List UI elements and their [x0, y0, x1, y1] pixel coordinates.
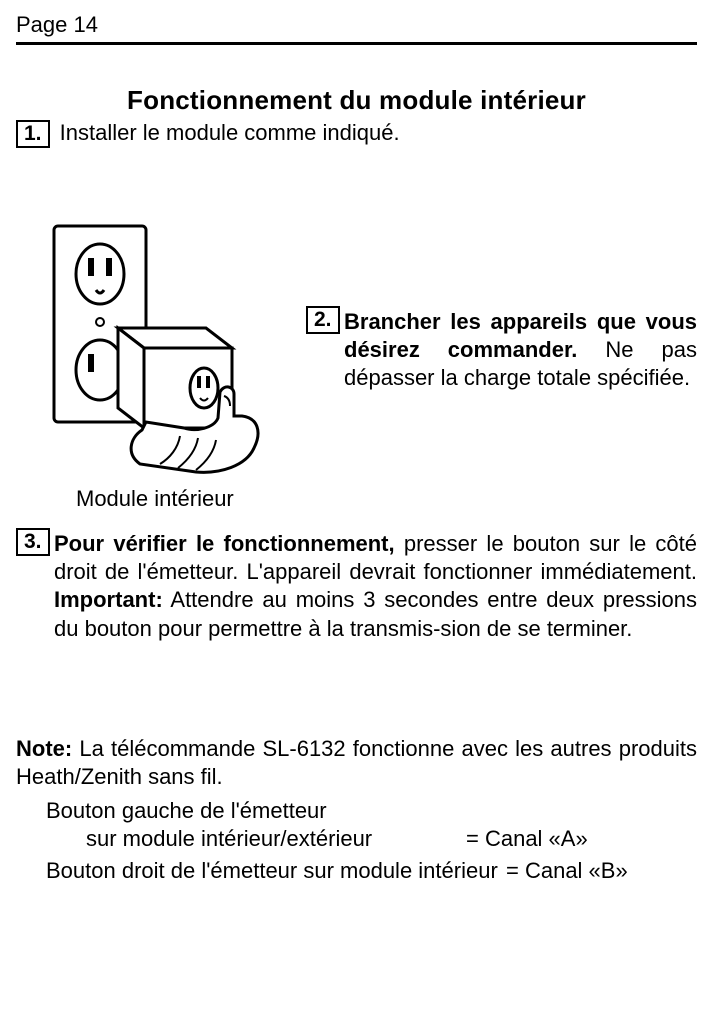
- note-row1-line1: Bouton gauche de l'émetteur: [46, 798, 327, 823]
- note-row2-channel: = Canal «B»: [506, 857, 697, 885]
- section-title: Fonctionnement du module intérieur: [16, 85, 697, 116]
- note-row-2: Bouton droit de l'émetteur sur module in…: [46, 857, 697, 885]
- header-rule: [16, 42, 697, 45]
- step-1: 1. Installer le module comme indiqué.: [16, 120, 697, 148]
- note-row2-left: Bouton droit de l'émetteur sur module in…: [46, 857, 506, 885]
- note-body: La télécommande SL-6132 fonctionne avec …: [16, 736, 697, 789]
- step-1-number: 1.: [16, 120, 50, 148]
- manual-page: Page 14 Fonctionnement du module intérie…: [0, 0, 725, 1011]
- module-illustration: [46, 218, 286, 478]
- page-number: Page 14: [16, 12, 697, 42]
- note-row-1: Bouton gauche de l'émetteur sur module i…: [46, 797, 697, 853]
- note-row1-channel: = Canal «A»: [466, 825, 697, 853]
- step-3-bold: Pour vérifier le fonctionnement,: [54, 531, 395, 556]
- step-1-text: Installer le module comme indiqué.: [60, 120, 400, 145]
- step-3: 3. Pour vérifier le fonctionnement, pres…: [16, 528, 697, 643]
- step-2-number: 2.: [306, 306, 340, 334]
- step-3-important: Important:: [54, 587, 163, 612]
- step-2: 2. Brancher les appareils que vous désir…: [306, 218, 697, 393]
- step-3-number: 3.: [16, 528, 50, 556]
- figure-caption: Module intérieur: [76, 486, 306, 512]
- note-label: Note:: [16, 736, 72, 761]
- note-row1-line2: sur module intérieur/extérieur: [86, 825, 466, 853]
- note-block: Note: La télécommande SL-6132 fonctionne…: [16, 735, 697, 886]
